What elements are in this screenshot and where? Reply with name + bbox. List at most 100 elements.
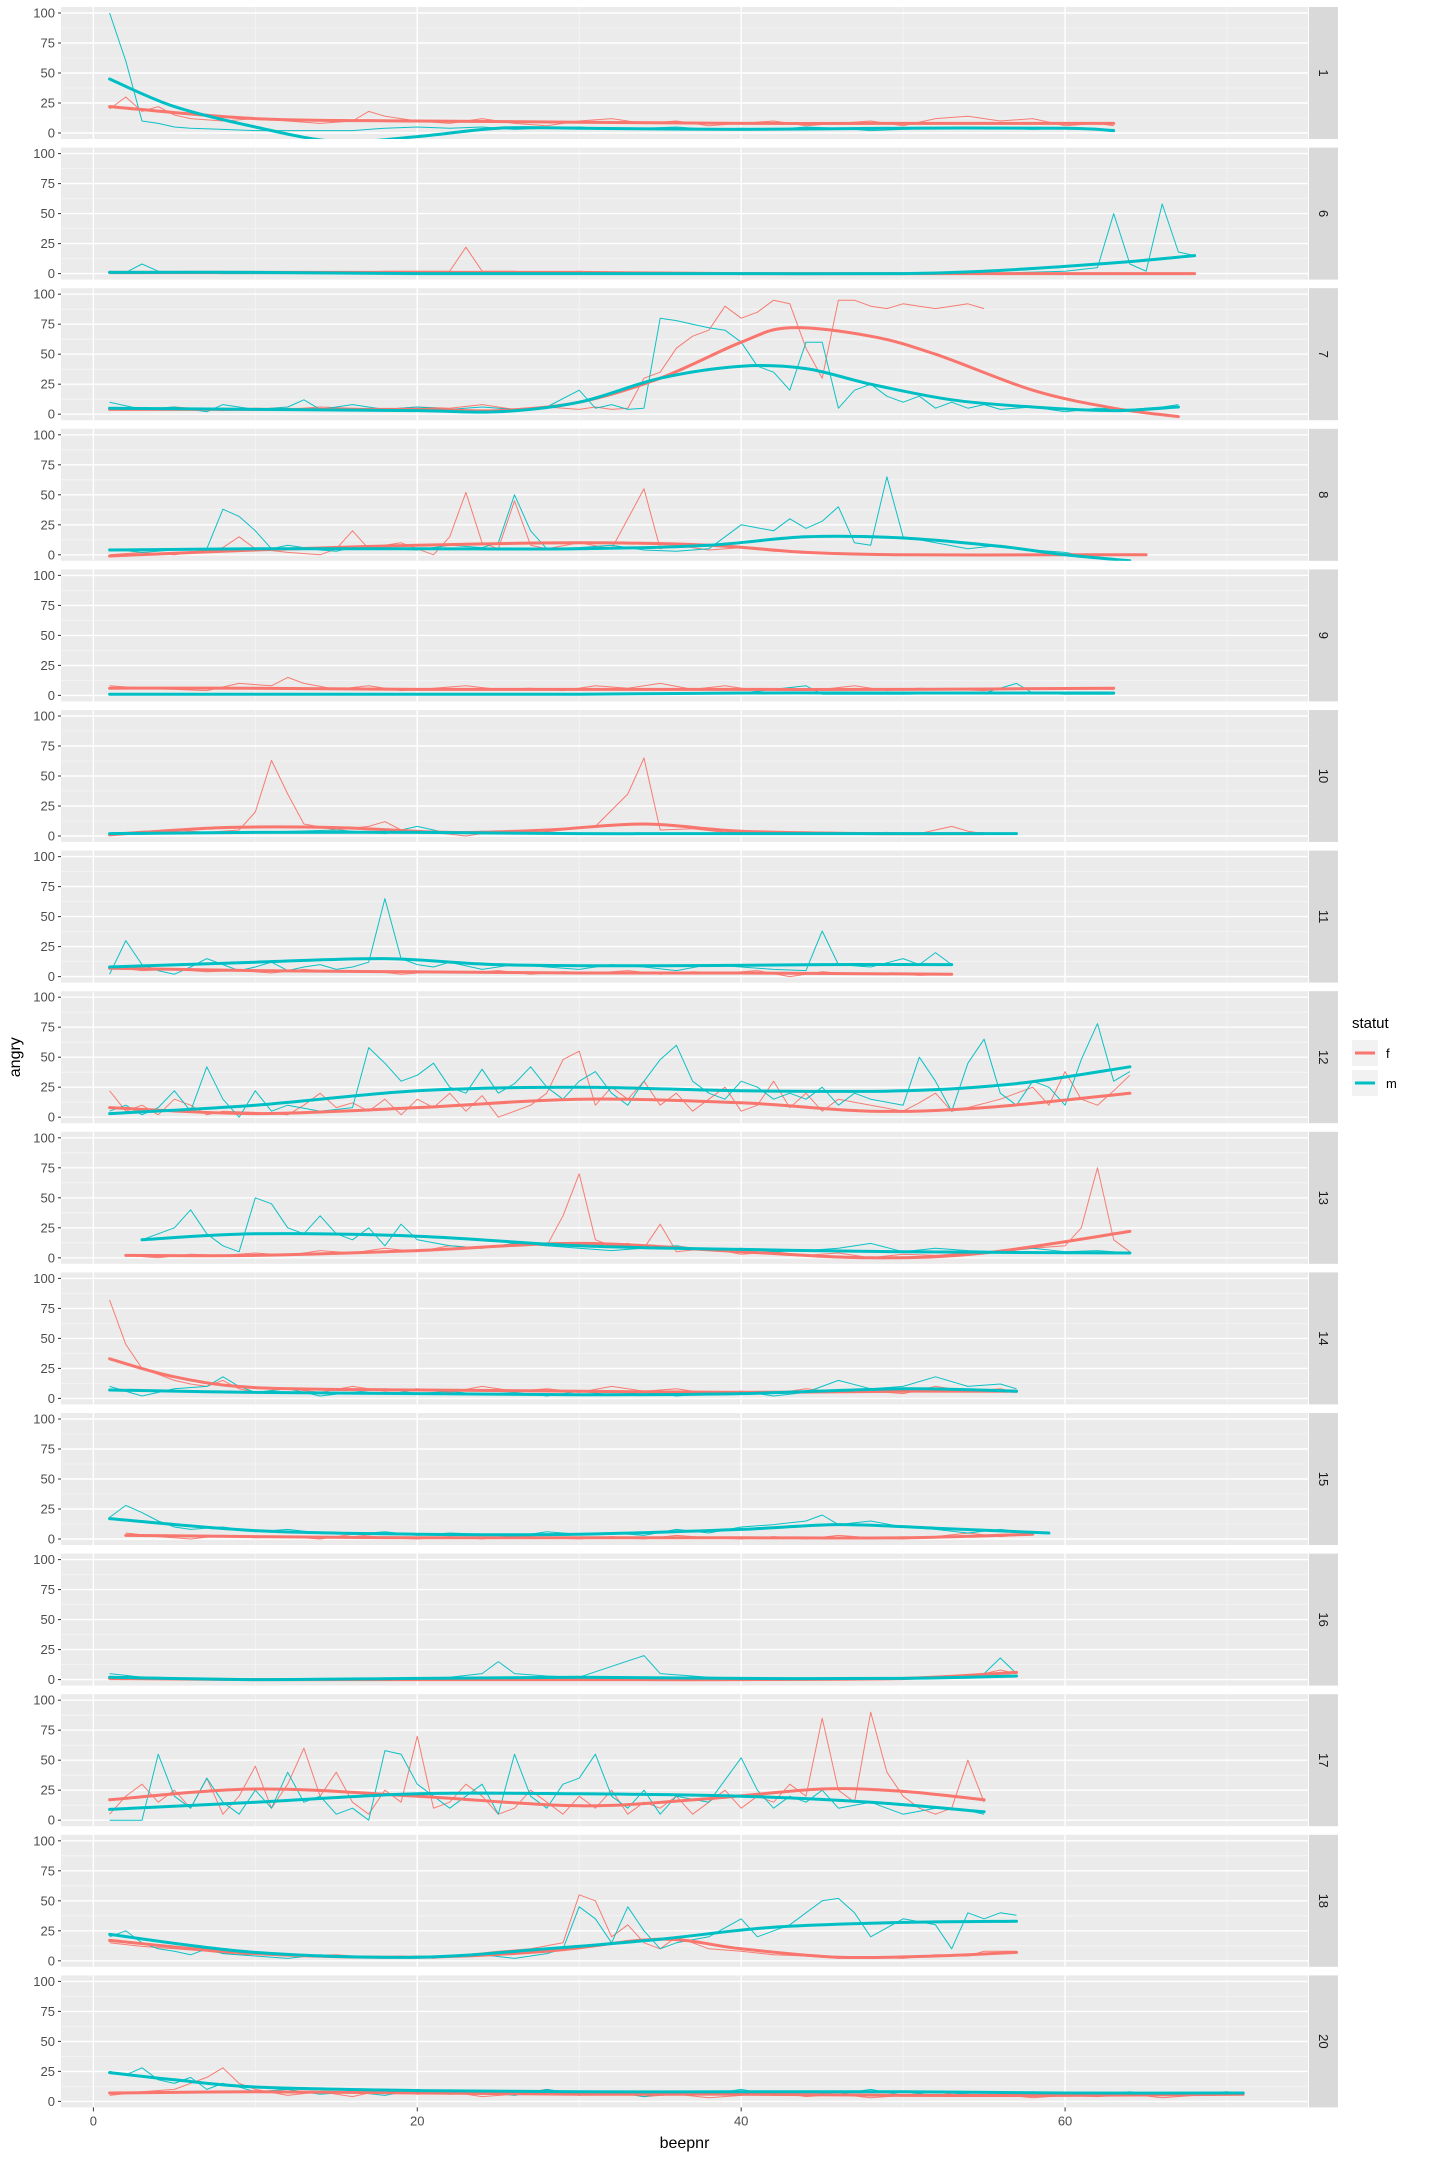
y-tick-label: 25 (41, 1783, 55, 1798)
facet-panel-6: 0 25 50 75 100 6 (33, 146, 1338, 281)
facet-strip-label: 20 (1316, 2034, 1331, 2048)
y-tick-label: 100 (33, 1412, 55, 1427)
y-tick-label: 75 (41, 1582, 55, 1597)
y-tick-label: 0 (48, 969, 55, 984)
y-tick-label: 50 (41, 1893, 55, 1908)
x-tick-label: 40 (734, 2113, 748, 2128)
facet-panel-20: 0 25 50 75 100 20 (33, 1974, 1338, 2109)
legend-title: statut (1352, 1015, 1390, 1032)
facet-strip-label: 6 (1316, 210, 1331, 217)
y-tick-label: 50 (41, 347, 55, 362)
y-tick-label: 50 (41, 1753, 55, 1768)
smooth-line-f (108, 1091, 1132, 1116)
facet-strip (1309, 850, 1338, 983)
panel-data (124, 1167, 1132, 1260)
y-tick-label: 75 (41, 176, 55, 191)
facet-strip (1309, 1413, 1338, 1545)
facet-strip-label: 12 (1316, 1050, 1331, 1064)
facet-strip (1309, 1834, 1338, 1967)
y-tick-label: 25 (41, 939, 55, 954)
smooth-line-m (108, 1674, 1018, 1682)
facet-strip-label: 17 (1316, 1753, 1331, 1767)
y-tick-label: 75 (41, 36, 55, 51)
series-line-m (109, 898, 952, 975)
legend-label: f (1386, 1046, 1390, 1061)
facet-strip-label: 8 (1316, 491, 1331, 498)
y-tick-label: 50 (41, 66, 55, 81)
panel-data (108, 1299, 1018, 1397)
panel-data (108, 2067, 1245, 2099)
facet-panel-11: 0 25 50 75 100 11 (33, 849, 1338, 984)
legend-items: fm (1352, 1040, 1397, 1096)
y-tick-label: 25 (41, 1502, 55, 1517)
smooth-line-m (108, 1791, 986, 1814)
x-tick-label: 20 (410, 2113, 424, 2128)
y-tick-label: 75 (41, 879, 55, 894)
y-tick-label: 25 (41, 377, 55, 392)
y-tick-label: 50 (41, 1331, 55, 1346)
facet-strip (1309, 7, 1338, 139)
facet-panel-15: 0 25 50 75 100 15 (33, 1412, 1338, 1547)
facet-panel-8: 0 25 50 75 100 8 (33, 427, 1338, 562)
smooth-line-m (108, 363, 1180, 414)
y-tick-label: 50 (41, 1050, 55, 1065)
y-tick-label: 0 (48, 1532, 55, 1547)
y-tick-label: 0 (48, 407, 55, 422)
y-tick-label: 25 (41, 517, 55, 532)
smooth-line-f (124, 1532, 1035, 1540)
y-tick-label: 25 (41, 1080, 55, 1095)
y-tick-label: 50 (41, 1472, 55, 1487)
smooth-line-m (108, 1065, 1132, 1116)
y-tick-label: 75 (41, 1442, 55, 1457)
facet-panel-16: 0 25 50 75 100 16 (33, 1552, 1338, 1687)
facet-strip-label: 13 (1316, 1191, 1331, 1205)
y-tick-label: 100 (33, 1833, 55, 1848)
smooth-line-m (108, 1517, 1051, 1537)
facet-strip (1309, 147, 1338, 280)
smooth-line-m (108, 534, 1132, 561)
facet-strip (1309, 1975, 1338, 2108)
y-tick-label: 25 (41, 658, 55, 673)
y-tick-label: 0 (48, 126, 55, 141)
y-tick-label: 75 (41, 1301, 55, 1316)
panel-data (108, 299, 1180, 419)
legend-label: m (1386, 1076, 1397, 1091)
x-axis-title: beepnr (660, 2135, 710, 2152)
y-tick-label: 50 (41, 206, 55, 221)
facet-strip-label: 11 (1316, 910, 1331, 924)
facet-panel-17: 0 25 50 75 100 17 (33, 1693, 1338, 1828)
facet-panels: 0255075100102550751006025507510070255075… (33, 6, 1338, 2109)
y-tick-label: 75 (41, 457, 55, 472)
y-tick-label: 50 (41, 909, 55, 924)
y-tick-label: 75 (41, 1020, 55, 1035)
panel-data (108, 676, 1116, 696)
facet-strip (1309, 1131, 1338, 1264)
y-tick-label: 75 (41, 739, 55, 754)
smooth-line-f (108, 105, 1116, 125)
series-line-f (109, 299, 985, 412)
y-tick-label: 100 (33, 1130, 55, 1145)
x-tick-label: 60 (1058, 2113, 1072, 2128)
facet-strip-label: 16 (1316, 1612, 1331, 1626)
facet-strip (1309, 1272, 1338, 1405)
y-tick-label: 75 (41, 1160, 55, 1175)
y-tick-label: 100 (33, 568, 55, 583)
facet-strip (1309, 569, 1338, 702)
y-tick-label: 25 (41, 96, 55, 111)
y-tick-label: 100 (33, 990, 55, 1005)
y-tick-label: 25 (41, 236, 55, 251)
legend: statut fm (1352, 1015, 1397, 1096)
facet-strip (1309, 1694, 1338, 1827)
facet-strip-label: 10 (1316, 769, 1331, 783)
facet-strip (1309, 991, 1338, 1124)
y-tick-label: 0 (48, 1672, 55, 1687)
facet-panel-1: 0 25 50 75 100 1 (33, 6, 1338, 141)
y-tick-label: 75 (41, 2004, 55, 2019)
facet-panel-18: 0 25 50 75 100 18 (33, 1833, 1338, 1968)
smooth-line-f (124, 1229, 1132, 1260)
y-tick-label: 50 (41, 628, 55, 643)
facet-panel-14: 0 25 50 75 100 14 (33, 1271, 1338, 1406)
y-tick-label: 100 (33, 427, 55, 442)
